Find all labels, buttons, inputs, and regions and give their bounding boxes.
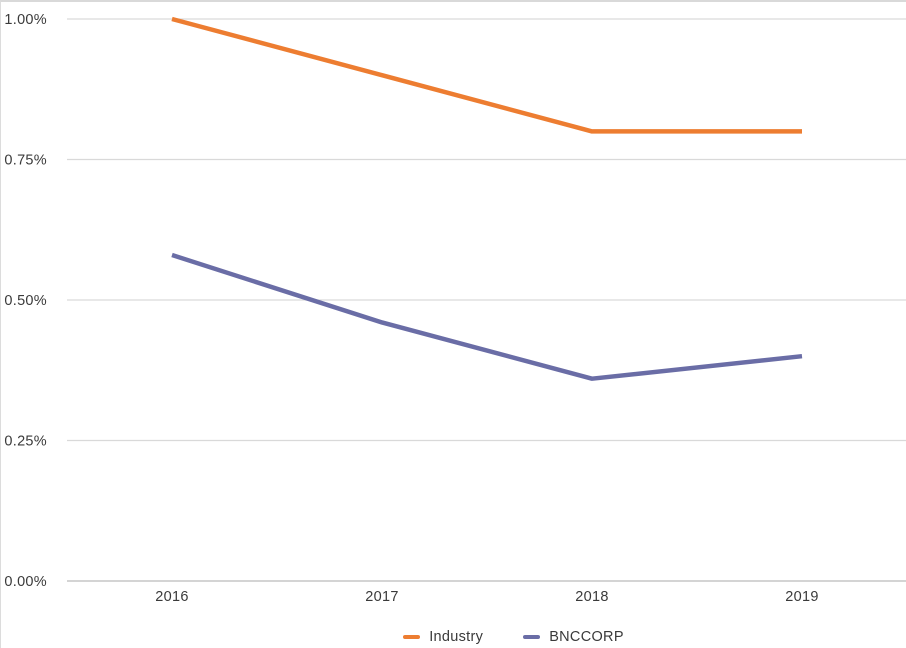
legend-marker-industry <box>403 635 421 639</box>
legend-item-industry: Industry <box>403 629 483 645</box>
y-tick-label: 1.00% <box>4 12 47 28</box>
plot-area: 0.00% 0.25% 0.50% 0.75% 1.00% 2016 2017 2018 201… <box>4 12 906 605</box>
x-tick-label-2017: 2017 <box>365 589 398 605</box>
x-tick-label-2018: 2018 <box>575 589 608 605</box>
y-tick-label: 0.25% <box>4 434 47 450</box>
y-tick-label: 0.75% <box>4 153 47 169</box>
x-tick-label-2016: 2016 <box>155 589 188 605</box>
legend-marker-bnccorp <box>523 635 541 639</box>
legend-label-industry: Industry <box>429 629 484 645</box>
bnccorp-line <box>171 252 803 381</box>
chart-legend: Industry BNCCORP <box>61 624 906 648</box>
x-tick-label-2019: 2019 <box>785 589 818 605</box>
y-tick-label: 0.50% <box>4 293 47 309</box>
industry-line <box>171 16 802 134</box>
y-tick-label: 0.00% <box>4 574 47 590</box>
legend-label-bnccorp: BNCCORP <box>549 629 624 645</box>
legend-item-bnccorp: BNCCORP <box>523 629 624 645</box>
